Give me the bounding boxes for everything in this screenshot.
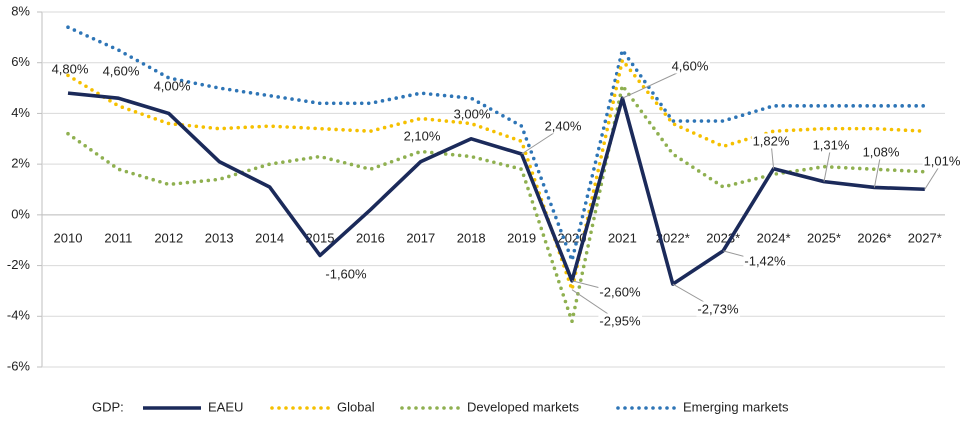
series-line: [66, 56, 927, 297]
y-tick-label: -2%: [7, 257, 31, 272]
label-bg: [670, 58, 710, 74]
x-tick-label: 2022*: [656, 230, 690, 245]
x-tick-label: 2026*: [857, 230, 891, 245]
x-tick-label: 2011: [104, 230, 132, 245]
data-label: 2,10%: [404, 128, 441, 143]
x-tick-label: 2013: [205, 230, 234, 245]
data-label: -2,95%: [599, 313, 641, 328]
legend-label: Developed markets: [467, 399, 579, 414]
label-bg: [811, 137, 851, 153]
x-tick-label: 2015: [306, 230, 335, 245]
y-tick-label: -4%: [7, 308, 31, 323]
series-line: [66, 81, 927, 329]
y-tick-label: 2%: [11, 156, 30, 171]
label-bg: [751, 133, 791, 149]
legend-label: Global: [337, 399, 375, 414]
x-tick-label: 2017: [406, 230, 435, 245]
data-label: -2,73%: [697, 301, 739, 316]
legend-label: Emerging markets: [683, 399, 789, 414]
x-tick-label: 2014: [255, 230, 284, 245]
label-bg: [543, 118, 583, 134]
label-bg: [598, 313, 643, 329]
data-label: 4,60%: [103, 63, 140, 78]
x-tick-label: 2024*: [757, 230, 791, 245]
data-label: 1,82%: [753, 133, 790, 148]
series-line: [67, 91, 925, 286]
x-tick-label: 2020: [558, 230, 587, 245]
y-tick-label: 4%: [11, 105, 30, 120]
data-label: -2,60%: [599, 284, 641, 299]
data-label: 1,08%: [863, 144, 900, 159]
legend-title: GDP:: [92, 399, 124, 414]
legend-label: EAEU: [208, 399, 243, 414]
data-label: 2,40%: [545, 118, 582, 133]
label-bg: [598, 284, 643, 300]
label-bg: [922, 153, 962, 169]
data-label: 4,60%: [672, 58, 709, 73]
x-tick-label: 2016: [356, 230, 385, 245]
x-tick-label: 2010: [54, 230, 83, 245]
data-label: -1,42%: [744, 253, 786, 268]
data-label: 3,00%: [454, 106, 491, 121]
label-bg: [861, 144, 901, 160]
data-label: 4,00%: [154, 78, 191, 93]
series-line: [66, 25, 927, 267]
x-tick-label: 2012: [154, 230, 183, 245]
y-tick-label: 8%: [11, 3, 30, 18]
y-tick-label: 0%: [11, 206, 30, 221]
x-tick-label: 2025*: [807, 230, 841, 245]
data-label: 4,80%: [52, 61, 89, 76]
data-label: -1,60%: [325, 266, 367, 281]
x-tick-label: 2021: [608, 230, 637, 245]
data-label: 1,31%: [813, 137, 850, 152]
y-tick-label: 6%: [11, 54, 30, 69]
label-bg: [743, 253, 788, 269]
x-tick-label: 2027*: [908, 230, 942, 245]
x-tick-label: 2019: [507, 230, 536, 245]
y-tick-label: -6%: [7, 358, 31, 373]
x-tick-label: 2018: [457, 230, 486, 245]
label-bg: [696, 301, 741, 317]
data-label: 1,01%: [924, 153, 961, 168]
